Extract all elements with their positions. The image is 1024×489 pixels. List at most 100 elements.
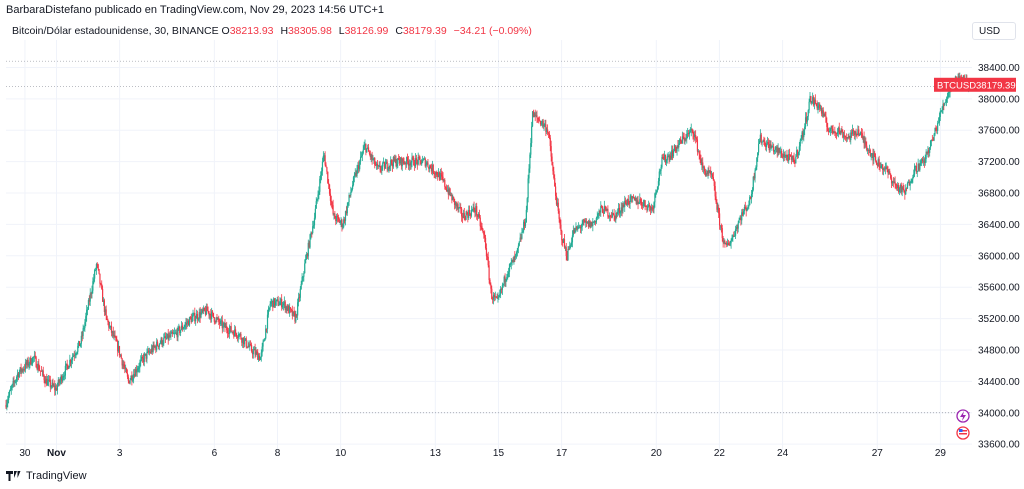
candle-body bbox=[811, 102, 813, 104]
candle-body bbox=[57, 379, 59, 386]
candle-body bbox=[831, 125, 833, 130]
candle-body bbox=[278, 304, 280, 306]
candle-body bbox=[159, 342, 161, 344]
candle-body bbox=[143, 354, 145, 362]
candle-body bbox=[860, 132, 863, 134]
candle-body bbox=[304, 263, 306, 274]
candle-body bbox=[399, 157, 402, 164]
candle-body bbox=[601, 205, 603, 208]
candle-body bbox=[773, 146, 775, 152]
candle-body bbox=[843, 135, 846, 137]
candle-body bbox=[522, 230, 524, 233]
candle-body bbox=[582, 220, 584, 225]
candle-body bbox=[419, 157, 421, 161]
candle-body bbox=[151, 348, 153, 352]
candle-body bbox=[34, 355, 36, 358]
candle-body bbox=[467, 213, 469, 218]
candle-body bbox=[18, 371, 20, 378]
price-tag-box bbox=[934, 77, 1016, 92]
candle-body bbox=[61, 376, 63, 382]
candle-body bbox=[883, 168, 886, 170]
candle-body bbox=[757, 152, 759, 158]
candle-body bbox=[440, 173, 442, 175]
open-label: O bbox=[221, 25, 230, 37]
candle-body bbox=[870, 154, 872, 156]
candle-body bbox=[25, 362, 27, 365]
candle-body bbox=[291, 309, 293, 316]
candle-body bbox=[359, 161, 361, 170]
candle-body bbox=[456, 204, 458, 207]
lightning-icon[interactable] bbox=[956, 409, 970, 423]
candle-body bbox=[306, 254, 308, 257]
candle-body bbox=[834, 131, 836, 133]
candle-body bbox=[314, 208, 316, 218]
candle-body bbox=[508, 264, 511, 272]
candle-body bbox=[859, 134, 861, 136]
candle-body bbox=[895, 184, 897, 186]
candle-body bbox=[418, 157, 420, 158]
y-tick-label: 36800.00 bbox=[978, 189, 1020, 200]
candle-body bbox=[290, 309, 293, 311]
candle-body bbox=[669, 155, 671, 160]
candle-body bbox=[930, 139, 933, 141]
candle-body bbox=[550, 146, 552, 157]
candle-body bbox=[945, 102, 947, 104]
candle-body bbox=[158, 343, 160, 347]
candle-body bbox=[13, 381, 15, 383]
candle-body bbox=[756, 157, 758, 167]
candle-body bbox=[890, 173, 892, 179]
candle-body bbox=[852, 129, 855, 131]
candle-body bbox=[516, 247, 519, 253]
candle-body bbox=[798, 146, 800, 152]
candle-body bbox=[591, 222, 593, 226]
candle-body bbox=[216, 318, 218, 319]
candle-body bbox=[309, 234, 311, 248]
candle-body bbox=[441, 174, 443, 177]
candle-body bbox=[876, 164, 878, 167]
candle-body bbox=[139, 362, 141, 368]
candle-body bbox=[212, 312, 215, 318]
candle-body bbox=[435, 171, 437, 175]
candle-body bbox=[324, 155, 326, 165]
candle-body bbox=[796, 150, 798, 157]
candle-body bbox=[794, 162, 796, 164]
candle-body bbox=[195, 318, 197, 322]
candle-body bbox=[623, 204, 625, 207]
candle-body bbox=[504, 276, 506, 283]
candle-body bbox=[821, 110, 824, 114]
candle-body bbox=[577, 226, 579, 230]
candle-body bbox=[102, 300, 105, 302]
candle-body bbox=[312, 225, 315, 227]
candle-body bbox=[640, 201, 643, 206]
candle-body bbox=[770, 144, 772, 148]
candle-body bbox=[149, 351, 151, 353]
candle-body bbox=[221, 320, 223, 329]
candle-body bbox=[778, 147, 780, 153]
candle-body bbox=[224, 323, 226, 328]
candle-body bbox=[194, 313, 196, 322]
candle-body bbox=[544, 124, 546, 126]
candle-body bbox=[888, 171, 890, 174]
us-flag-icon[interactable] bbox=[956, 426, 970, 440]
candle-body bbox=[88, 300, 90, 302]
candle-body bbox=[560, 224, 562, 231]
candle-body bbox=[127, 376, 129, 381]
candle-body bbox=[908, 182, 910, 186]
candle-body bbox=[294, 313, 296, 322]
candle-body bbox=[93, 278, 95, 282]
candle-body bbox=[439, 173, 441, 180]
candle-body bbox=[683, 137, 685, 141]
candle-body bbox=[33, 355, 35, 357]
candle-body bbox=[73, 355, 75, 357]
currency-selector-button[interactable]: USD bbox=[972, 22, 1016, 40]
candle-body bbox=[684, 138, 686, 141]
candle-body bbox=[424, 158, 426, 167]
candle-body bbox=[177, 327, 179, 338]
candle-body bbox=[851, 132, 853, 134]
candle-body bbox=[180, 325, 183, 330]
candle-body bbox=[365, 144, 367, 153]
candle-body bbox=[436, 171, 438, 176]
x-tick-label: 27 bbox=[872, 448, 884, 459]
candle-body bbox=[428, 166, 430, 170]
